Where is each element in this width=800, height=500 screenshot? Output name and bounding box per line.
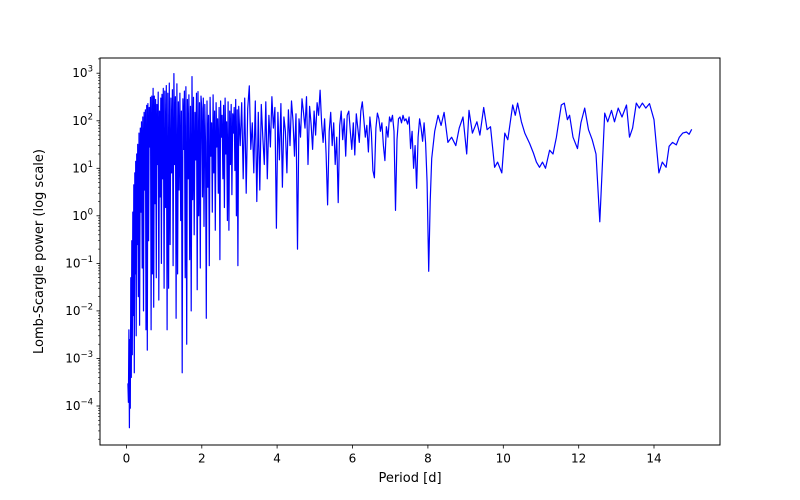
y-tick-label: 10−4 — [65, 398, 93, 414]
y-tick-label: 102 — [72, 112, 93, 128]
x-tick-label: 0 — [123, 452, 131, 466]
y-tick-label: 103 — [72, 65, 93, 81]
y-tick-label: 100 — [72, 207, 93, 223]
x-tick-label: 8 — [424, 452, 432, 466]
x-tick-label: 2 — [198, 452, 206, 466]
x-axis-ticks: 0 2 4 6 8 10 12 14 — [123, 445, 662, 466]
series-line — [127, 73, 693, 429]
y-tick-label: 10−3 — [65, 350, 93, 366]
y-tick-label: 10−1 — [65, 255, 93, 271]
y-axis-minor-ticks — [98, 58, 100, 440]
y-tick-label: 10−2 — [65, 302, 93, 318]
x-tick-label: 10 — [496, 452, 511, 466]
y-axis-ticks: 103 102 101 100 10−1 10−2 10−3 10−4 — [65, 65, 100, 413]
x-tick-label: 4 — [273, 452, 281, 466]
x-tick-label: 6 — [349, 452, 357, 466]
y-axis-label: Lomb-Scargle power (log scale) — [32, 149, 47, 354]
x-tick-label: 14 — [646, 452, 661, 466]
y-tick-label: 101 — [72, 160, 93, 176]
x-tick-label: 12 — [571, 452, 586, 466]
x-axis-label: Period [d] — [378, 471, 441, 486]
